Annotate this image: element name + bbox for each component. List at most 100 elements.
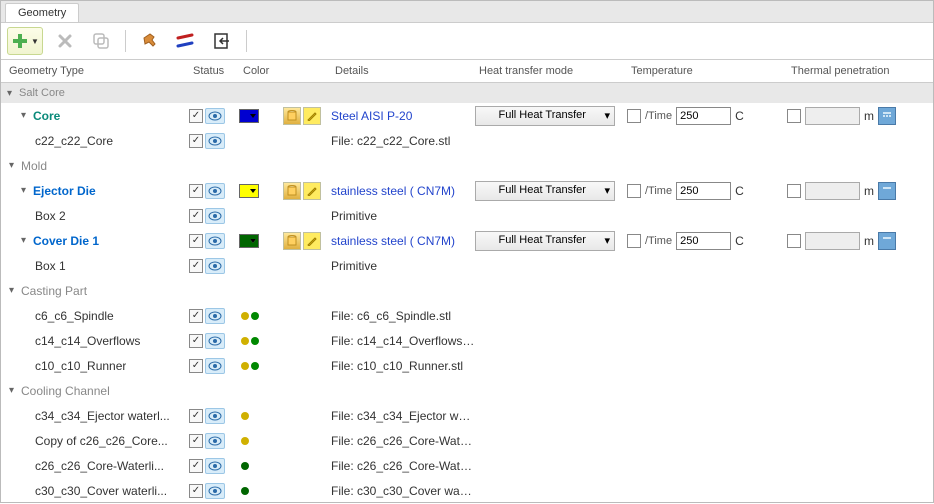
row-core[interactable]: ▾ Core ✓ Steel AISI P-20 Full Heat Trans… bbox=[1, 103, 933, 128]
row-core-child[interactable]: c22_c22_Core ✓ File: c22_c22_Core.stl bbox=[1, 128, 933, 153]
group-cooling[interactable]: ▾ Cooling Channel bbox=[1, 378, 933, 403]
table-row[interactable]: Copy of c26_c26_Core... ✓ File: c26_c26_… bbox=[1, 428, 933, 453]
time-checkbox[interactable]: ✓ bbox=[627, 184, 641, 198]
details-text: File: c30_c30_Cover waterlines.... bbox=[331, 484, 475, 498]
temperature-input[interactable] bbox=[676, 107, 731, 125]
chevron-down-icon[interactable]: ▾ bbox=[9, 285, 21, 296]
group-casting[interactable]: ▾ Casting Part bbox=[1, 278, 933, 303]
color-picker[interactable] bbox=[239, 234, 259, 248]
row-cover[interactable]: ▾ Cover Die 1 ✓ stainless steel ( CN7M) … bbox=[1, 228, 933, 253]
db-icon[interactable] bbox=[283, 182, 301, 200]
import-button[interactable] bbox=[208, 27, 236, 55]
edit-icon[interactable] bbox=[303, 182, 321, 200]
material-link[interactable]: stainless steel ( CN7M) bbox=[331, 234, 455, 248]
calc-button[interactable] bbox=[878, 232, 896, 250]
row-ejector[interactable]: ▾ Ejector Die ✓ stainless steel ( CN7M) … bbox=[1, 178, 933, 203]
row-box2[interactable]: Box 2 ✓ Primitive bbox=[1, 203, 933, 228]
group-label: Cooling Channel bbox=[21, 384, 110, 398]
table-row[interactable]: c6_c6_Spindle ✓ File: c6_c6_Spindle.stl bbox=[1, 303, 933, 328]
color-picker[interactable] bbox=[239, 184, 259, 198]
eye-icon[interactable] bbox=[205, 483, 225, 499]
tool2-button[interactable] bbox=[172, 27, 200, 55]
eye-icon[interactable] bbox=[205, 208, 225, 224]
temperature-input[interactable] bbox=[676, 232, 731, 250]
chevron-down-icon[interactable]: ▾ bbox=[21, 110, 33, 121]
eye-icon[interactable] bbox=[205, 333, 225, 349]
thermal-checkbox[interactable]: ✓ bbox=[787, 184, 801, 198]
table-row[interactable]: c26_c26_Core-Waterli... ✓ File: c26_c26_… bbox=[1, 453, 933, 478]
group-mold[interactable]: ▾ Mold bbox=[1, 153, 933, 178]
eye-icon[interactable] bbox=[205, 358, 225, 374]
visibility-checkbox[interactable]: ✓ bbox=[189, 334, 203, 348]
thermal-checkbox[interactable]: ✓ bbox=[787, 109, 801, 123]
chevron-down-icon[interactable]: ▾ bbox=[21, 235, 33, 246]
details-text: Primitive bbox=[331, 259, 475, 273]
visibility-checkbox[interactable]: ✓ bbox=[189, 234, 203, 248]
temperature-input[interactable] bbox=[676, 182, 731, 200]
heat-mode-select[interactable]: Full Heat Transfer ▾ bbox=[475, 106, 615, 126]
calc-button[interactable] bbox=[878, 182, 896, 200]
eye-icon[interactable] bbox=[205, 133, 225, 149]
col-thermal[interactable]: Thermal penetration bbox=[791, 65, 929, 77]
thermal-checkbox[interactable]: ✓ bbox=[787, 234, 801, 248]
heat-mode-select[interactable]: Full Heat Transfer ▾ bbox=[475, 181, 615, 201]
col-heat[interactable]: Heat transfer mode bbox=[479, 65, 631, 77]
visibility-checkbox[interactable]: ✓ bbox=[189, 359, 203, 373]
visibility-checkbox[interactable]: ✓ bbox=[189, 259, 203, 273]
eye-icon[interactable] bbox=[205, 183, 225, 199]
eye-icon[interactable] bbox=[205, 233, 225, 249]
eye-icon[interactable] bbox=[205, 308, 225, 324]
db-icon[interactable] bbox=[283, 107, 301, 125]
eye-icon[interactable] bbox=[205, 408, 225, 424]
add-button[interactable]: ▼ bbox=[7, 27, 43, 55]
thermal-input[interactable] bbox=[805, 107, 860, 125]
material-link[interactable]: Steel AISI P-20 bbox=[331, 109, 412, 123]
edit-icon[interactable] bbox=[303, 232, 321, 250]
col-color[interactable]: Color bbox=[243, 65, 287, 77]
calc-button[interactable] bbox=[878, 107, 896, 125]
hammer-button[interactable] bbox=[136, 27, 164, 55]
visibility-checkbox[interactable]: ✓ bbox=[189, 209, 203, 223]
visibility-checkbox[interactable]: ✓ bbox=[189, 134, 203, 148]
delete-button[interactable] bbox=[51, 27, 79, 55]
db-icon[interactable] bbox=[283, 232, 301, 250]
visibility-checkbox[interactable]: ✓ bbox=[189, 109, 203, 123]
visibility-checkbox[interactable]: ✓ bbox=[189, 484, 203, 498]
visibility-checkbox[interactable]: ✓ bbox=[189, 309, 203, 323]
table-row[interactable]: c14_c14_Overflows ✓ File: c14_c14_Overfl… bbox=[1, 328, 933, 353]
chevron-down-icon[interactable]: ▾ bbox=[9, 385, 21, 396]
eye-icon[interactable] bbox=[205, 433, 225, 449]
eye-icon[interactable] bbox=[205, 458, 225, 474]
eye-icon[interactable] bbox=[205, 258, 225, 274]
node-name: c34_c34_Ejector waterl... bbox=[35, 409, 170, 423]
heat-mode-select[interactable]: Full Heat Transfer ▾ bbox=[475, 231, 615, 251]
table-row[interactable]: c30_c30_Cover waterli... ✓ File: c30_c30… bbox=[1, 478, 933, 503]
row-box1[interactable]: Box 1 ✓ Primitive bbox=[1, 253, 933, 278]
visibility-checkbox[interactable]: ✓ bbox=[189, 434, 203, 448]
copy-button[interactable] bbox=[87, 27, 115, 55]
thermal-input[interactable] bbox=[805, 182, 860, 200]
chevron-down-icon[interactable]: ▾ bbox=[21, 185, 33, 196]
time-label: /Time bbox=[645, 235, 672, 247]
table-row[interactable]: c34_c34_Ejector waterl... ✓ File: c34_c3… bbox=[1, 403, 933, 428]
time-checkbox[interactable]: ✓ bbox=[627, 234, 641, 248]
tab-geometry[interactable]: Geometry bbox=[5, 3, 79, 22]
visibility-checkbox[interactable]: ✓ bbox=[189, 184, 203, 198]
chevron-down-icon[interactable]: ▾ bbox=[7, 88, 19, 99]
group-salt-core[interactable]: ▾ Salt Core bbox=[1, 83, 933, 103]
visibility-checkbox[interactable]: ✓ bbox=[189, 459, 203, 473]
edit-icon[interactable] bbox=[303, 107, 321, 125]
visibility-checkbox[interactable]: ✓ bbox=[189, 409, 203, 423]
chevron-down-icon[interactable]: ▾ bbox=[9, 160, 21, 171]
col-status[interactable]: Status bbox=[193, 65, 243, 77]
time-checkbox[interactable]: ✓ bbox=[627, 109, 641, 123]
table-row[interactable]: c10_c10_Runner ✓ File: c10_c10_Runner.st… bbox=[1, 353, 933, 378]
color-picker[interactable] bbox=[239, 109, 259, 123]
col-temp[interactable]: Temperature bbox=[631, 65, 791, 77]
unit-m: m bbox=[864, 109, 874, 123]
material-link[interactable]: stainless steel ( CN7M) bbox=[331, 184, 455, 198]
thermal-input[interactable] bbox=[805, 232, 860, 250]
eye-icon[interactable] bbox=[205, 108, 225, 124]
col-details[interactable]: Details bbox=[335, 65, 479, 77]
col-name[interactable]: Geometry Type bbox=[5, 65, 193, 77]
